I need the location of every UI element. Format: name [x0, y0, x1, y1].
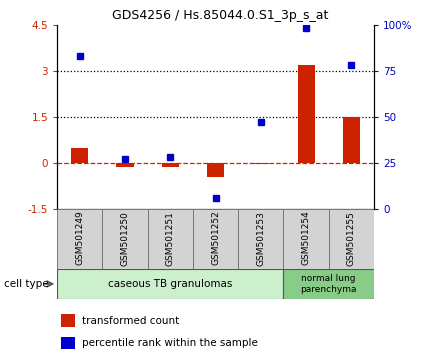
- Bar: [329, 209, 374, 269]
- Bar: [117, 163, 134, 167]
- Bar: [207, 163, 224, 177]
- Text: cell type: cell type: [4, 279, 49, 289]
- Bar: [297, 65, 315, 163]
- Text: normal lung
parenchyma: normal lung parenchyma: [301, 274, 357, 294]
- Bar: [283, 209, 329, 269]
- Bar: [103, 209, 148, 269]
- Text: GDS4256 / Hs.85044.0.S1_3p_s_at: GDS4256 / Hs.85044.0.S1_3p_s_at: [112, 9, 328, 22]
- Bar: [148, 209, 193, 269]
- Text: GSM501250: GSM501250: [121, 211, 130, 266]
- Text: percentile rank within the sample: percentile rank within the sample: [81, 338, 257, 348]
- Bar: [57, 209, 103, 269]
- Text: GSM501255: GSM501255: [347, 211, 356, 266]
- Bar: [71, 148, 88, 163]
- Bar: [252, 163, 269, 164]
- Bar: [193, 209, 238, 269]
- Text: GSM501249: GSM501249: [75, 211, 84, 266]
- Text: transformed count: transformed count: [81, 316, 179, 326]
- Bar: [343, 117, 360, 163]
- Text: GSM501253: GSM501253: [257, 211, 265, 266]
- Bar: [57, 269, 283, 299]
- Bar: [61, 314, 75, 327]
- Bar: [61, 337, 75, 349]
- Text: GSM501251: GSM501251: [166, 211, 175, 266]
- Text: GSM501254: GSM501254: [301, 211, 311, 266]
- Text: caseous TB granulomas: caseous TB granulomas: [108, 279, 232, 289]
- Bar: [238, 209, 283, 269]
- Bar: [162, 163, 179, 166]
- Bar: [283, 269, 374, 299]
- Text: GSM501252: GSM501252: [211, 211, 220, 266]
